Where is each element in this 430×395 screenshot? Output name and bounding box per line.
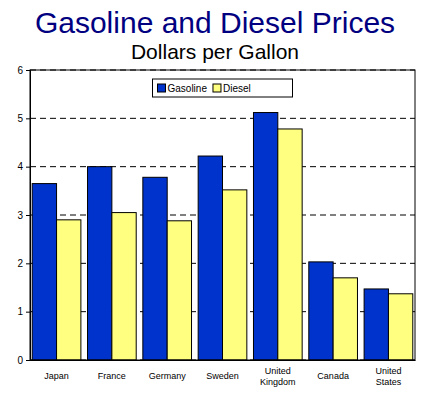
tick-label: 2 [17,258,23,269]
bar [57,220,81,360]
bar [223,190,247,360]
bar [112,213,136,360]
tick-label: Sweden [206,371,239,381]
tick-mark [26,312,30,313]
grid-line [30,118,415,119]
bar [278,129,302,360]
bar [88,167,112,360]
bar [309,262,333,360]
bar [32,184,56,360]
legend-swatch [213,84,221,92]
tick-label: Canada [317,371,349,381]
tick: Sweden [206,360,239,381]
grid [30,70,415,360]
tick: 2 [17,258,30,269]
axis-line [31,360,416,361]
legend-label: Diesel [223,83,251,94]
tick-label: UnitedStates [375,366,401,387]
bar [143,177,167,360]
tick-label: Germany [149,371,187,381]
bars [32,113,413,360]
tick-mark [26,263,30,264]
tick: 5 [17,113,30,124]
tick: 0 [17,355,30,366]
tick: Germany [149,360,187,381]
tick: 1 [17,306,30,317]
legend-entry: Gasoline [158,83,208,94]
tick-label: Japan [44,371,69,381]
tick-label: 4 [17,161,23,172]
subtitle: Dollars per Gallon [131,40,299,63]
tick: 3 [17,210,30,221]
bar [253,113,277,360]
y-axis: 0 1 2 3 4 5 6 [17,65,30,366]
bar [333,278,357,360]
tick: Canada [317,360,349,381]
series [32,113,388,360]
tick: France [98,360,126,381]
tick-mark [26,118,30,119]
tick: 6 [17,65,30,76]
plot: 0 1 2 3 4 5 6 Japan France Germany Sweden UnitedKin… [17,65,415,387]
bar [198,156,222,360]
tick-label: 0 [17,355,23,366]
axis-line [26,71,31,361]
tick-mark [26,167,30,168]
tick-mark [26,215,30,216]
tick: Japan [44,360,69,381]
legend-swatch [158,84,166,92]
chart: Gasoline and Diesel PricesDollars per Ga… [0,0,430,395]
tick-label: 5 [17,113,23,124]
legend-label: Gasoline [168,83,208,94]
bar [167,221,191,360]
tick: 4 [17,161,30,172]
legend-entry: Diesel [213,83,251,94]
tick: UnitedStates [375,360,401,387]
bar [388,294,412,360]
tick-label: 1 [17,306,23,317]
legend: Gasoline Diesel [153,79,293,97]
tick-label: UnitedKingdom [260,366,296,387]
tick-mark [26,360,30,361]
tick: UnitedKingdom [260,360,296,387]
tick-mark [26,70,30,71]
tick-label: 6 [17,65,23,76]
tick-label: France [98,371,126,381]
x-axis: Japan France Germany Sweden UnitedKingdom Can… [31,360,416,387]
legend-box [153,79,293,97]
series [57,129,413,360]
title: Gasoline and Diesel Prices [35,6,395,39]
bar [364,289,388,360]
plot-frame [30,70,415,360]
tick-label: 3 [17,210,23,221]
